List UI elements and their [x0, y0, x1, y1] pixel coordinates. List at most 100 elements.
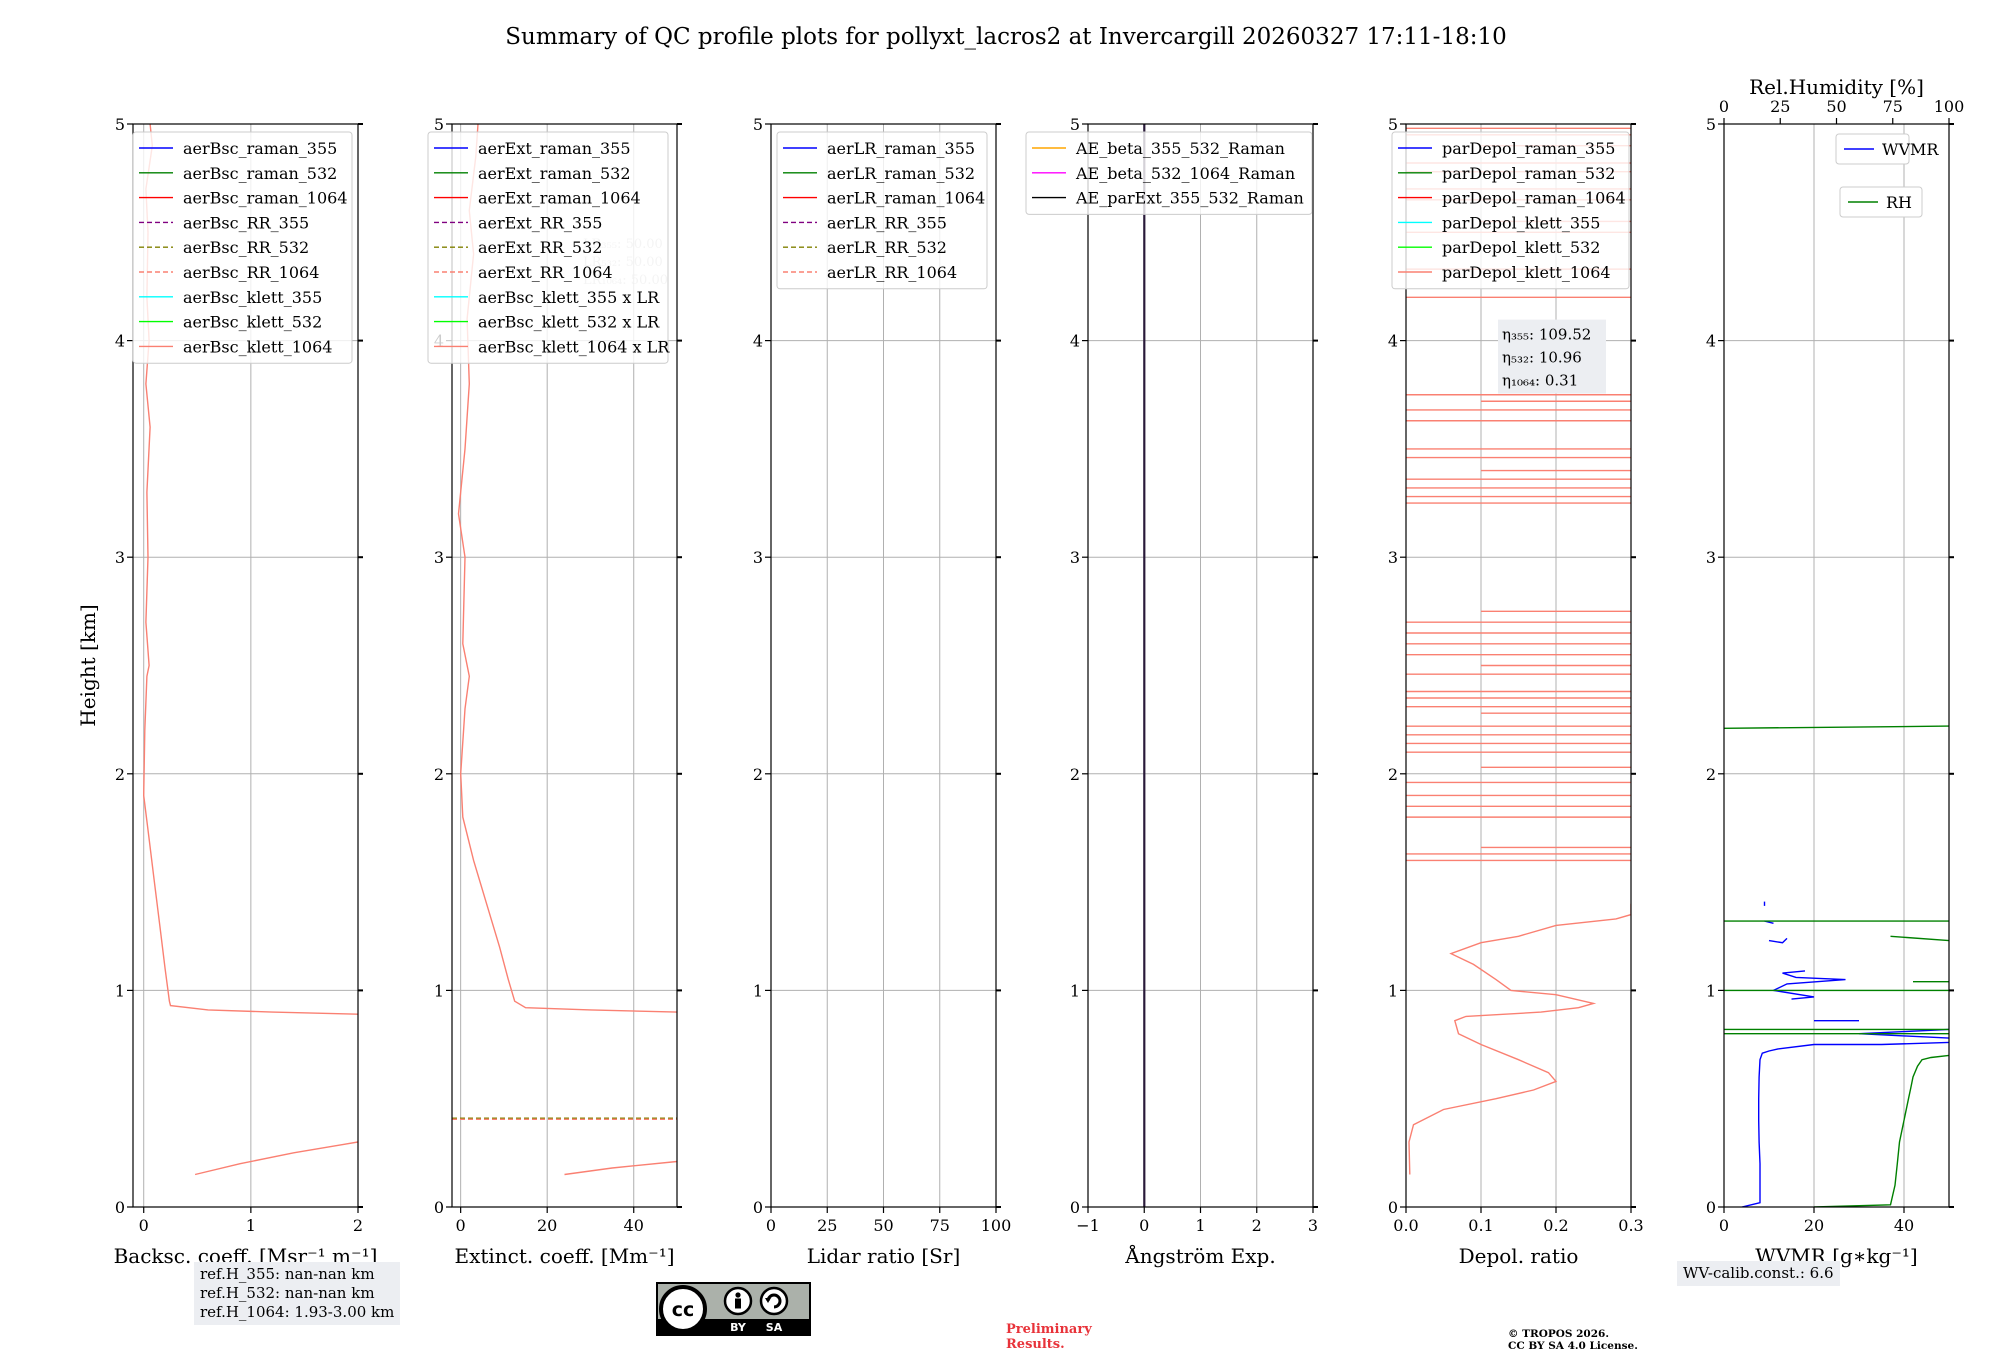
- y-tick-label: 0: [434, 1198, 444, 1217]
- cc-logo-icon: [659, 1285, 707, 1333]
- legend-label: aerBsc_klett_1064: [183, 337, 332, 356]
- x-tick-label: 40: [1894, 1216, 1914, 1235]
- panel-depol: 0.0 0.1 0.2 0.3 0 1 2 3 4 5 Depol. ratio η₃₅₅: 109.…: [1388, 115, 1644, 1268]
- y-tick-label: 0: [753, 1198, 763, 1217]
- legend-label: AE_beta_532_1064_Raman: [1075, 164, 1295, 183]
- legend-box: [427, 131, 669, 364]
- x-tick-label: 2: [1252, 1216, 1262, 1235]
- top-tick-label: 75: [1883, 97, 1903, 116]
- y-tick-label: 5: [1706, 115, 1716, 134]
- y-tick-label: 5: [434, 115, 444, 134]
- top-tick-label: 50: [1826, 97, 1846, 116]
- preliminary-results-note: Preliminary Results.: [1006, 1322, 1092, 1352]
- calibration-annotation: η₁₀₆₄: 0.31: [1502, 372, 1578, 390]
- x-tick-label: 0: [766, 1216, 776, 1235]
- legend-box: [1391, 131, 1630, 290]
- y-tick-label: 0: [115, 1198, 125, 1217]
- series-aerBsc_klett_1064 x LR: [564, 1160, 677, 1176]
- x-tick-label: 0.3: [1618, 1216, 1643, 1235]
- y-tick-label: 3: [434, 548, 444, 567]
- x-tick-label: 2: [353, 1216, 363, 1235]
- y-tick-label: 4: [115, 332, 125, 351]
- x-tick-label: 0.0: [1393, 1216, 1418, 1235]
- x-axis-label: Extinct. coeff. [Mm⁻¹]: [454, 1244, 674, 1268]
- y-tick-label: 5: [1388, 115, 1398, 134]
- legend-label: aerBsc_raman_355: [183, 139, 337, 158]
- legend-label: aerBsc_klett_532 x LR: [478, 313, 660, 332]
- y-tick-label: 0: [1070, 1198, 1080, 1217]
- y-tick-label: 3: [115, 548, 125, 567]
- legend-label: aerExt_RR_532: [478, 238, 602, 257]
- x-tick-label: 3: [1308, 1216, 1318, 1235]
- legend-label: parDepol_raman_1064: [1442, 189, 1626, 208]
- series-WVMR: [1768, 937, 1788, 944]
- y-tick-label: 3: [1070, 548, 1080, 567]
- y-tick-label: 2: [1388, 765, 1398, 784]
- legend-label: aerBsc_klett_355 x LR: [478, 288, 660, 307]
- x-tick-label: 1: [246, 1216, 256, 1235]
- x-tick-label: 0.2: [1543, 1216, 1568, 1235]
- y-tick-label: 4: [1706, 332, 1716, 351]
- x-axis-label: Ångström Exp.: [1124, 1243, 1275, 1268]
- legend-label: AE_beta_355_532_Raman: [1075, 139, 1285, 158]
- series-RH: [1724, 725, 1949, 729]
- sa-share-icon: [759, 1286, 789, 1316]
- y-tick-label: 1: [753, 981, 763, 1000]
- calibration-box: [1498, 319, 1606, 394]
- legend-label: aerLR_raman_355: [827, 139, 975, 158]
- legend-label: aerBsc_RR_355: [183, 213, 309, 232]
- legend-label: aerExt_raman_355: [478, 139, 631, 158]
- legend-label: aerBsc_raman_1064: [183, 189, 348, 208]
- y-tick-label: 4: [1388, 332, 1398, 351]
- panel-extinction: 02040012345Extinct. coeff. [Mm⁻¹]aerExt_…: [427, 115, 682, 1268]
- legend-label: WVMR: [1882, 140, 1939, 159]
- x-tick-label: 0: [1139, 1216, 1149, 1235]
- wv-calibration-constant: WV-calib.const.: 6.6: [1683, 1264, 1834, 1282]
- ref-height-1064: ref.H_1064: 1.93-3.00 km: [200, 1303, 395, 1321]
- legend-label: parDepol_klett_532: [1442, 238, 1600, 257]
- x-tick-label: 25: [817, 1216, 837, 1235]
- cc-sa-label: SA: [766, 1321, 783, 1334]
- legend-label: aerBsc_raman_532: [183, 164, 337, 183]
- y-tick-label: 2: [1070, 765, 1080, 784]
- cc-logo-text: cc: [672, 1299, 695, 1321]
- x-tick-label: 75: [930, 1216, 950, 1235]
- series-RH: [1890, 935, 1949, 942]
- y-tick-label: 1: [434, 981, 444, 1000]
- legend-label: parDepol_klett_355: [1442, 213, 1600, 232]
- series-parDepol_klett_1064: [1408, 903, 1631, 1175]
- y-tick-label: 5: [115, 115, 125, 134]
- legend-box: [1025, 131, 1313, 215]
- legend-label: aerExt_RR_355: [478, 213, 602, 232]
- x-tick-label: 1: [1195, 1216, 1205, 1235]
- series-WVMR: [1741, 1041, 1949, 1207]
- y-tick-label: 0: [1706, 1198, 1716, 1217]
- y-tick-label: 5: [1070, 115, 1080, 134]
- series-group: [1724, 725, 1949, 1207]
- x-tick-label: 20: [1804, 1216, 1824, 1235]
- cc-by-sa-badge: cc BY SA: [656, 1282, 811, 1336]
- y-tick-label: 1: [1706, 981, 1716, 1000]
- x-tick-label: 20: [537, 1216, 557, 1235]
- preliminary-line-2: Results.: [1006, 1337, 1065, 1352]
- y-tick-label: 3: [1706, 548, 1716, 567]
- y-tick-label: 3: [753, 548, 763, 567]
- legend-label: parDepol_raman_355: [1442, 139, 1615, 158]
- cc-by-label: BY: [730, 1321, 747, 1334]
- y-tick-label: 4: [1070, 332, 1080, 351]
- copyright-line-1: © TROPOS 2026.: [1508, 1328, 1610, 1340]
- series-group: [1406, 127, 1631, 1175]
- series-WVMR: [1771, 970, 1846, 1000]
- legend-label: aerLR_raman_532: [827, 164, 975, 183]
- calibration-annotation: η₃₅₅: 109.52: [1502, 326, 1591, 344]
- legend-box: [776, 131, 988, 290]
- legend-label: parDepol_raman_532: [1442, 164, 1615, 183]
- legend-label: aerBsc_klett_1064 x LR: [478, 337, 670, 356]
- legend-label: aerExt_RR_1064: [478, 263, 613, 282]
- top-tick-label: 0: [1719, 97, 1729, 116]
- x-tick-label: 40: [624, 1216, 644, 1235]
- ref-height-532: ref.H_532: nan-nan km: [200, 1284, 375, 1302]
- axes-frame: [1405, 123, 1632, 1208]
